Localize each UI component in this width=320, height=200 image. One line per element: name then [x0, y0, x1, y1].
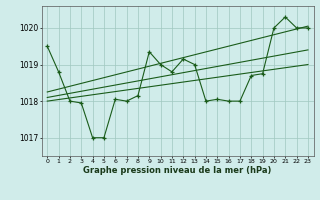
X-axis label: Graphe pression niveau de la mer (hPa): Graphe pression niveau de la mer (hPa) [84, 166, 272, 175]
